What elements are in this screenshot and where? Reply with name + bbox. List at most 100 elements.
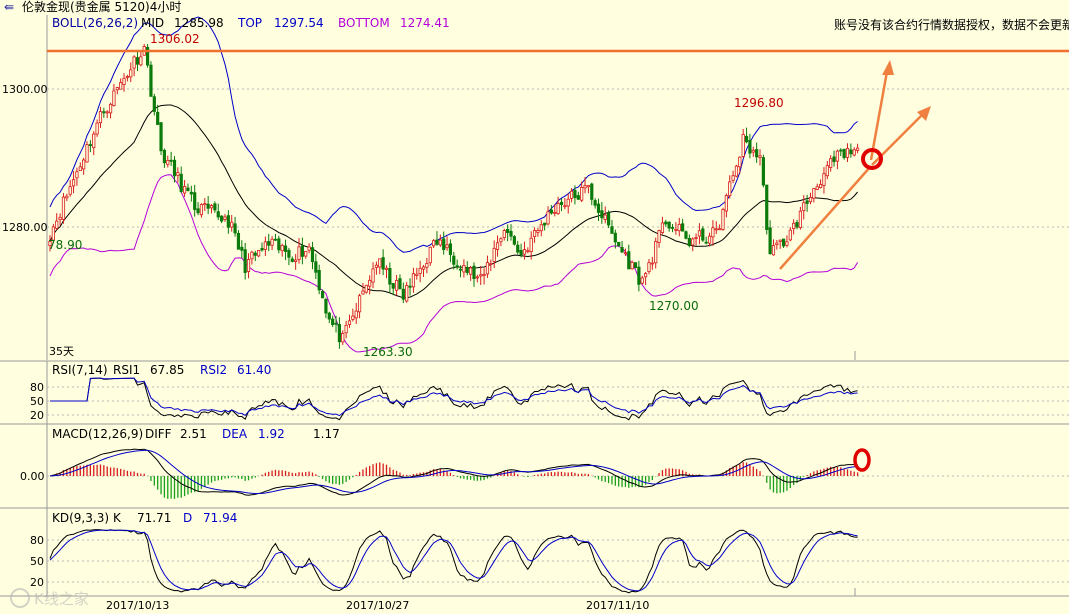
candle-body: [788, 229, 792, 241]
candle-body: [108, 103, 113, 114]
candle-body: [822, 173, 826, 186]
candle-body: [354, 310, 358, 319]
candle-body: [240, 246, 244, 251]
candle-body: [829, 158, 833, 168]
candle-body: [617, 241, 621, 247]
candle-body: [697, 230, 702, 237]
candle-body: [644, 273, 648, 278]
candle-body: [553, 211, 557, 214]
candle-body: [610, 226, 614, 234]
candle-body: [805, 200, 809, 204]
boll-top-value: 1297.54: [274, 16, 324, 30]
candle-body: [856, 147, 860, 151]
candle-body: [771, 245, 776, 256]
watermark-text: K线之家: [34, 590, 89, 608]
candle-body: [384, 267, 389, 270]
candle-body: [310, 247, 315, 263]
label-high-2: 1296.80: [734, 96, 784, 110]
candle-body: [681, 223, 685, 232]
label-low-2: 1270.00: [649, 299, 699, 313]
candle-body: [677, 223, 681, 232]
candle-body: [213, 203, 217, 211]
candle-body: [253, 252, 257, 256]
candle-body: [257, 250, 261, 257]
candle-body: [307, 246, 311, 251]
boll-top-line: [49, 16, 858, 253]
candle-body: [485, 262, 490, 275]
candle-body: [236, 232, 241, 250]
candle-body: [139, 56, 143, 66]
candle-body: [596, 203, 601, 213]
candle-body: [539, 224, 543, 232]
candle-body: [670, 227, 675, 229]
candle-body: [327, 312, 331, 320]
candle-body: [102, 111, 106, 114]
kd-tick-50: 50: [30, 555, 44, 568]
candle-body: [169, 159, 173, 162]
candle-body: [795, 222, 799, 228]
candle-body: [61, 196, 66, 220]
candle-body: [216, 211, 220, 218]
candle-body: [432, 240, 436, 247]
candle-body: [364, 284, 368, 293]
candle-body: [122, 77, 126, 85]
kd-tick-20: 20: [30, 576, 44, 589]
macd-diff-label: DIFF: [145, 427, 172, 441]
candle-body: [640, 277, 644, 284]
candle-body: [317, 270, 321, 291]
candle-body: [812, 188, 816, 199]
candle-body: [98, 111, 103, 124]
candle-body: [115, 87, 119, 91]
kd-pane: 80 50 20 KD(9,3,3) K 71.71 D 71.94: [0, 507, 1069, 596]
candle-body: [845, 147, 850, 158]
candle-body: [418, 267, 422, 274]
candle-body: [287, 249, 291, 258]
candle-body: [549, 209, 553, 214]
candle-body: [849, 149, 853, 155]
candle-body: [304, 250, 308, 257]
candle-body: [519, 250, 523, 256]
candle-body: [835, 150, 840, 162]
candle-body: [620, 247, 624, 253]
date-label-3: 2017/11/10: [586, 599, 649, 612]
candle-body: [337, 323, 341, 343]
candle-body: [145, 46, 150, 66]
window-menu-icon[interactable]: ⇚: [4, 0, 14, 14]
candle-body: [203, 203, 207, 206]
candle-body: [714, 228, 718, 231]
kd-k-line: [49, 529, 858, 594]
candle-body: [297, 246, 301, 260]
candle-body: [371, 268, 375, 283]
price-tick-1300: 1300.00: [2, 83, 48, 96]
candle-body: [125, 76, 129, 78]
candle-body: [792, 222, 796, 229]
candle-body: [182, 186, 187, 194]
candle-body: [442, 238, 446, 250]
candle-body: [522, 249, 527, 255]
candle-body: [748, 139, 752, 154]
candle-body: [842, 148, 846, 159]
support-trend-line: [779, 165, 872, 270]
candle-body: [529, 237, 533, 253]
candle-body: [243, 249, 247, 273]
watermark: K线之家: [10, 588, 89, 608]
candle-body: [718, 228, 722, 231]
candle-body: [105, 111, 109, 114]
macd-histogram: [52, 462, 859, 499]
candle-body: [711, 227, 715, 238]
candle-body: [273, 238, 278, 241]
rsi2-value: 61.40: [237, 363, 271, 377]
candle-body: [815, 186, 819, 190]
candle-body: [738, 156, 742, 168]
candle-body: [398, 278, 402, 290]
candle-body: [600, 210, 604, 219]
candle-body: [51, 226, 55, 241]
candle-body: [674, 228, 678, 231]
candle-body: [344, 325, 348, 334]
candle-body: [731, 175, 735, 181]
candle-body: [630, 261, 634, 270]
candle-body: [458, 268, 463, 271]
candle-body: [475, 276, 479, 279]
macd-lines: [49, 448, 858, 496]
